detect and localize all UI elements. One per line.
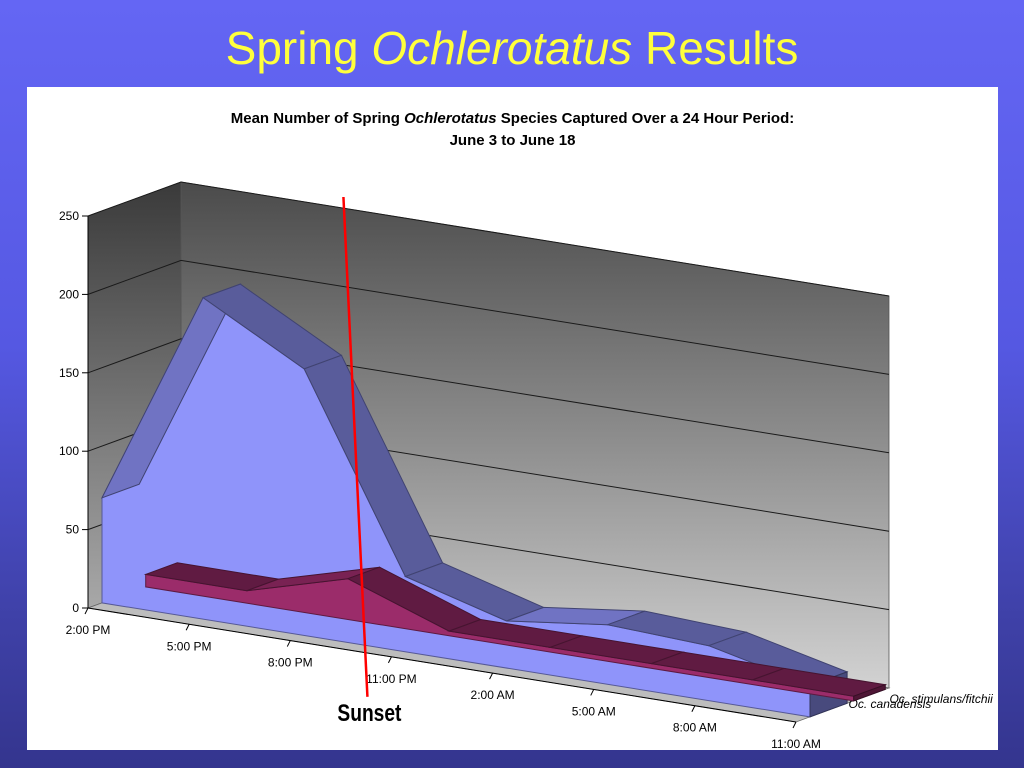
y-tick-label: 0 [72, 601, 79, 615]
x-tick-label: 2:00 AM [471, 688, 515, 702]
x-tick-label: 2:00 PM [66, 623, 111, 637]
x-tick-label: 5:00 AM [572, 704, 616, 718]
chart-subtitle: June 3 to June 18 [449, 132, 576, 149]
chart-title: Mean Number of Spring Ochlerotatus Speci… [27, 108, 998, 152]
x-tick-mark [792, 721, 797, 729]
x-tick-label: 11:00 AM [771, 737, 821, 750]
y-tick-label: 200 [59, 287, 79, 301]
series-label: Oc. canadensis [849, 697, 932, 711]
sunset-label: Sunset [337, 699, 401, 727]
series-end-cap [853, 683, 886, 702]
gridline [87, 259, 890, 375]
y-tick-label: 250 [59, 209, 79, 223]
x-tick-mark [286, 640, 291, 647]
x-tick-mark [590, 689, 595, 696]
x-tick-label: 11:00 PM [366, 672, 416, 686]
gridline [87, 181, 890, 297]
sunset-line [342, 196, 369, 697]
y-tick-label: 50 [66, 523, 80, 537]
x-tick-label: 8:00 PM [268, 656, 313, 670]
slide-title: Spring Ochlerotatus Results [225, 22, 799, 74]
x-tick-mark [387, 656, 392, 664]
x-tick-mark [84, 607, 89, 615]
series-label: Oc. stimulans/fitchii [889, 692, 993, 706]
series-1: Oc. stimulans/fitchii [143, 562, 993, 706]
x-tick-label: 5:00 PM [167, 639, 212, 653]
x-axis [87, 607, 797, 723]
x-tick-mark [489, 672, 494, 680]
x-tick-mark [691, 705, 696, 712]
gridline [87, 338, 890, 454]
x-tick-label: 8:00 AM [673, 721, 717, 735]
y-tick-label: 100 [59, 444, 79, 458]
x-tick-mark [185, 624, 190, 631]
y-tick-label: 150 [59, 366, 79, 380]
